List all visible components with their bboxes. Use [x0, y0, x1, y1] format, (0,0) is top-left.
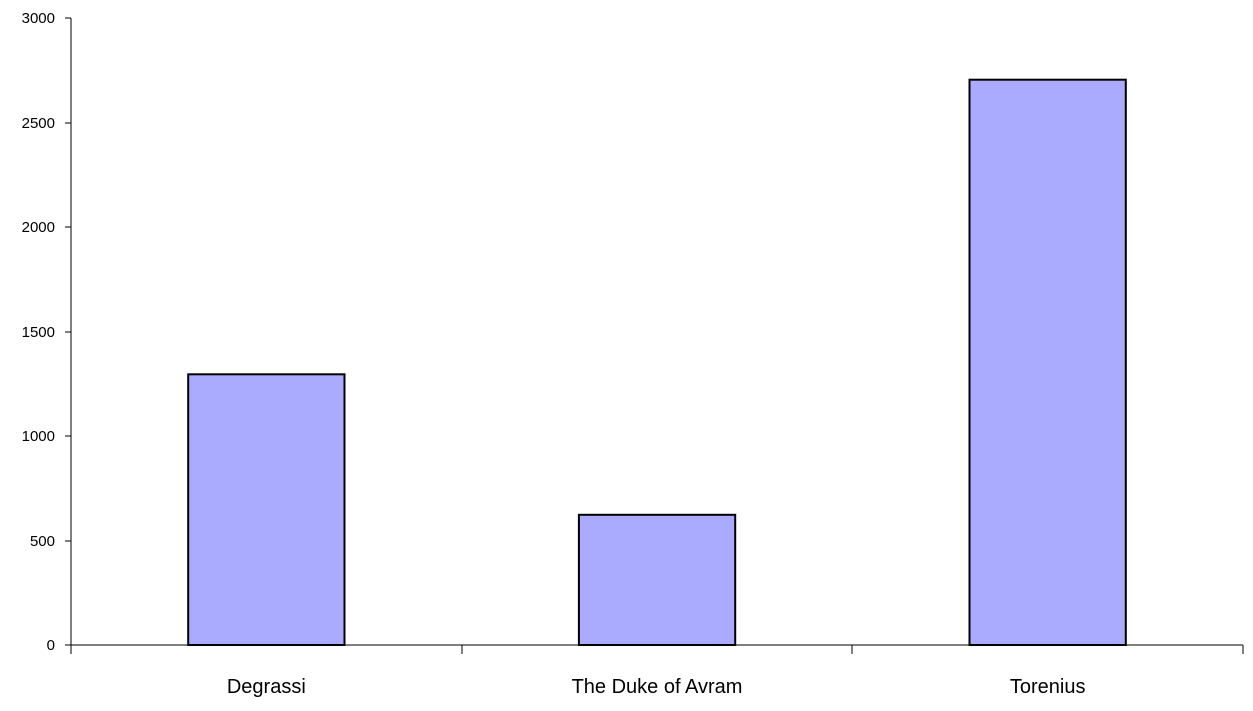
y-axis: 0 500 1000 1500 2000 2500 3000 — [22, 10, 72, 654]
y-tick-label: 1500 — [22, 324, 55, 341]
y-tick-label: 500 — [30, 533, 55, 550]
y-tick-label: 2500 — [22, 115, 55, 132]
x-category-label: The Duke of Avram — [572, 676, 743, 698]
bar-the-duke-of-avram — [577, 513, 737, 646]
x-category-label: Torenius — [1010, 676, 1086, 698]
bars — [187, 78, 1127, 646]
y-tick-label: 1000 — [22, 428, 55, 445]
y-tick-label: 2000 — [22, 219, 55, 236]
x-category-label: Degrassi — [227, 676, 306, 698]
bar-torenius — [968, 78, 1127, 646]
x-axis: Degrassi The Duke of Avram Torenius — [70, 644, 1244, 698]
y-tick-label: 3000 — [22, 10, 55, 27]
bar-degrassi — [187, 373, 346, 646]
y-tick-label: 0 — [47, 637, 55, 654]
